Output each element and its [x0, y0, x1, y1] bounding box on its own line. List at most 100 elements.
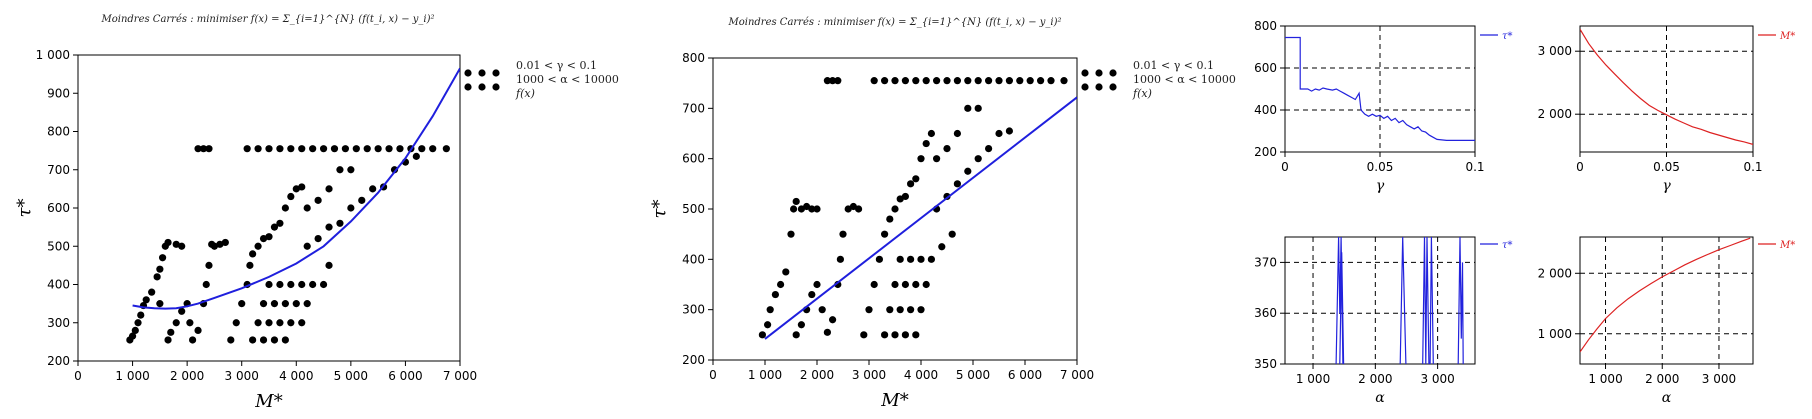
y-axis-label: τ*: [14, 199, 35, 218]
legend-marker: [1095, 83, 1103, 91]
scatter-point: [901, 192, 910, 201]
scatter-point: [254, 319, 262, 327]
scatter-point: [912, 280, 920, 289]
series-line: [1339, 252, 1345, 364]
scatter-point: [412, 152, 420, 160]
legend-marker: [492, 83, 500, 91]
scatter-point: [270, 223, 279, 231]
scatter-point: [813, 205, 821, 213]
plot-frame: [1284, 236, 1476, 365]
y-tick-label: 400: [682, 252, 705, 266]
y-tick-label: 400: [47, 278, 70, 292]
scatter-point: [907, 180, 915, 188]
x-tick-label: 3 000: [1420, 372, 1454, 386]
scatter-point: [265, 233, 273, 241]
scatter-point: [1005, 127, 1014, 135]
y-tick-label: 200: [1254, 145, 1277, 159]
scatter-point: [823, 77, 832, 85]
series-line: [1457, 237, 1464, 364]
scatter-point: [860, 331, 868, 339]
y-axis-label: τ*: [649, 200, 670, 219]
scatter-point: [358, 196, 366, 204]
scatter-point: [309, 280, 317, 289]
scatter-point: [314, 235, 322, 243]
scatter-point: [298, 183, 306, 191]
scatter-point: [771, 290, 780, 299]
scatter-point: [319, 145, 328, 153]
x-tick-label: 0: [1281, 160, 1289, 174]
scatter-point: [985, 77, 993, 85]
legend-entry: f(x): [515, 87, 535, 100]
x-axis-label: M*: [880, 390, 908, 411]
scatter-point: [818, 306, 826, 314]
plot-data: [1285, 36, 1475, 141]
legend-entry: 0.01 < γ < 0.1: [516, 59, 597, 72]
scatter-point: [164, 336, 172, 344]
scatter-point: [347, 166, 355, 174]
series-line: [1399, 237, 1407, 364]
scatter-point: [167, 328, 175, 336]
x-tick-label: 2 000: [800, 368, 834, 382]
scatter-point: [886, 306, 894, 314]
scatter-point: [374, 145, 382, 153]
scatter-point: [808, 290, 816, 299]
scatter-point: [194, 145, 202, 153]
scatter-point: [907, 255, 915, 263]
scatter-point: [276, 280, 284, 289]
scatter-point: [964, 104, 972, 112]
x-tick-label: 4 000: [904, 368, 938, 382]
scatter-point: [896, 255, 904, 263]
scatter-point: [922, 280, 930, 289]
scatter-point: [777, 280, 785, 289]
y-tick-label: 2 000: [1538, 266, 1572, 280]
scatter-point: [325, 261, 333, 269]
scatter-point: [782, 268, 790, 276]
legend-entry: τ*: [1502, 31, 1513, 42]
scatter-point: [1016, 77, 1024, 85]
scatter-point: [385, 145, 393, 153]
scatter-point: [265, 145, 273, 153]
scatter-point: [270, 300, 279, 308]
scatter-point: [901, 77, 910, 85]
plot-frame: [1579, 236, 1754, 365]
plot-data: [1580, 237, 1751, 353]
scatter-point: [205, 145, 213, 153]
scatter-point: [210, 242, 219, 250]
scatter-point: [202, 280, 210, 289]
scatter-point: [429, 145, 437, 153]
scatter-point: [221, 238, 229, 247]
scatter-point: [870, 77, 878, 85]
scatter-point: [298, 280, 306, 289]
scatter-point: [948, 230, 956, 238]
scatter-point: [254, 242, 262, 250]
y-tick-label: 700: [682, 101, 705, 115]
scatter-point: [243, 145, 251, 153]
scatter-point: [276, 219, 284, 227]
scatter-point: [216, 240, 224, 248]
scatter-point: [347, 204, 355, 212]
scatter-point: [330, 145, 339, 153]
scatter-point: [232, 319, 240, 327]
scatter-point: [287, 280, 295, 289]
scatter-point: [953, 129, 962, 138]
scatter-point: [766, 306, 774, 314]
scatter-point: [901, 280, 910, 289]
chart-p3: 0 0.05 0.1 200 400 600 800 γ τ*: [1254, 19, 1512, 194]
scatter-point: [917, 155, 925, 163]
scatter-point: [325, 223, 333, 231]
scatter-point: [974, 155, 982, 163]
x-tick-label: 1 000: [1588, 372, 1622, 386]
scatter-point: [287, 319, 295, 327]
scatter-point: [790, 205, 798, 213]
scatter-point: [303, 204, 311, 212]
scatter-point: [922, 139, 930, 148]
scatter-point: [823, 328, 832, 336]
y-tick-label: 3 000: [1538, 44, 1572, 58]
chart-title: Moindres Carrés : minimiser f(x) = Σ_{i=…: [100, 14, 434, 25]
legend-entry: τ*: [1502, 240, 1513, 251]
legend-marker: [1081, 83, 1089, 91]
scatter-point: [927, 255, 936, 263]
scatter-point: [205, 261, 213, 269]
scatter-point: [953, 77, 962, 85]
scatter-point: [265, 319, 273, 327]
